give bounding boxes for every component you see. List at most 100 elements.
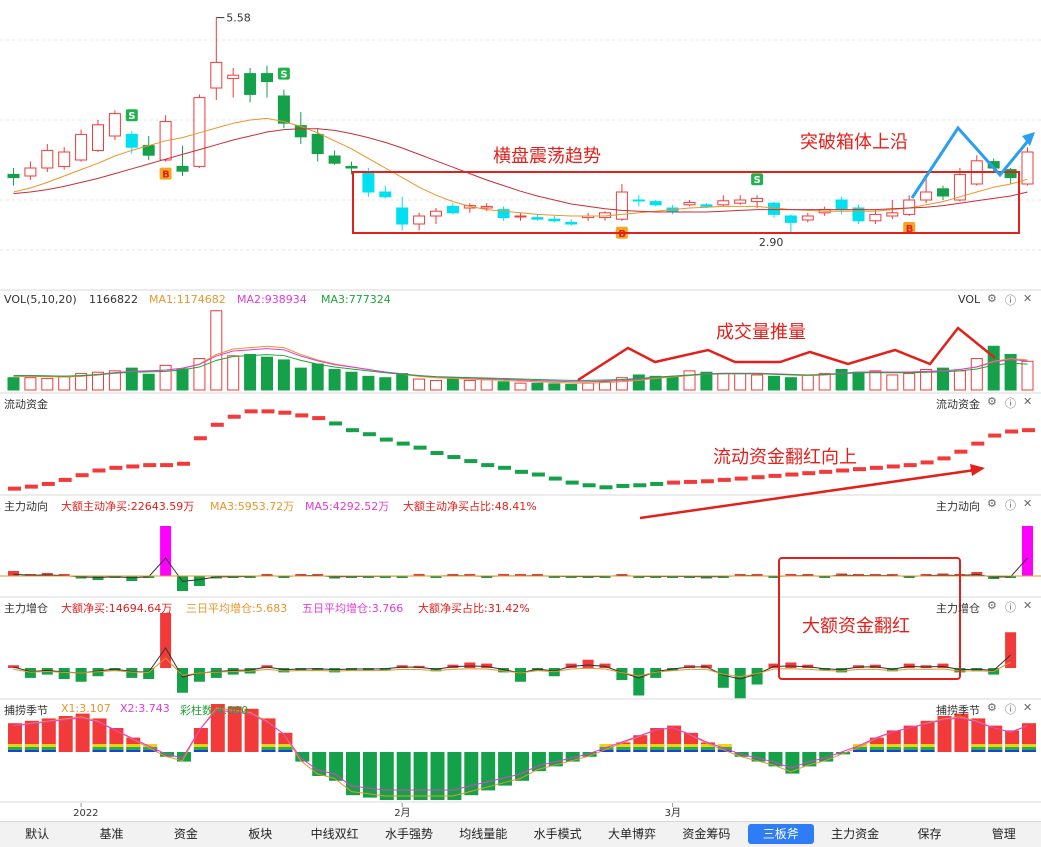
main-add-bar [751,668,763,685]
flow-segment [379,437,393,442]
season-band-blue [616,750,631,752]
season-panel-name: 捕捞季节 [4,704,48,717]
candle-body [41,149,54,169]
volume-bar [970,358,983,391]
main-dir-bar [920,574,932,576]
indicator-tab[interactable]: 主力资金 [831,827,880,841]
candle-body [565,221,578,225]
season-band-yellow [261,744,276,747]
season-bar-down [413,752,428,800]
candle-body [362,172,375,193]
main-add-bar [768,663,780,668]
volume-bar [430,379,442,391]
indicator-tab[interactable]: 均线量能 [459,827,508,841]
season-band-blue [667,750,682,752]
volume-bar [294,367,307,391]
season-bar-up [41,718,56,752]
indicator-tab[interactable]: 保存 [917,827,942,841]
season-band-green [971,747,986,750]
indicator-tab[interactable]: 水手强势 [384,827,433,841]
flow-segment [75,473,89,478]
vol-help-icon[interactable]: ⓘ [1005,294,1016,307]
season-band-yellow [700,744,715,747]
volume-bar [886,374,899,391]
candle-body [261,73,273,83]
season-band-green [193,747,208,750]
flow-settings-icon[interactable]: ⚙ [987,395,997,408]
season-band-blue [988,750,1003,752]
main-add-f3: 五日平均增仓:3.766 [302,602,404,615]
main-add-bar [24,668,36,678]
big-fund-annotation: 大额资金翻红 [802,616,910,637]
main-dir-bar [193,576,205,586]
main-dir-settings-icon[interactable]: ⚙ [987,497,997,510]
candle-body [108,113,121,137]
breakout-annotation: 突破箱体上沿 [800,132,908,153]
high-price-label: 5.58 [226,12,251,25]
vol-settings-icon[interactable]: ⚙ [987,292,997,305]
indicator-tab[interactable]: 默认 [25,827,50,841]
volume-bar [852,371,865,391]
vol-close-icon[interactable]: ✕ [1023,292,1033,305]
indicator-tab[interactable]: 板块 [248,827,273,841]
candle-body [835,199,848,211]
flow-segment [1005,429,1019,434]
main-add-settings-icon[interactable]: ⚙ [987,599,997,612]
main-add-bar [481,663,493,668]
main-add-help-icon[interactable]: ⓘ [1005,601,1016,614]
season-bar-up [227,706,242,752]
main-dir-close-icon[interactable]: ✕ [1023,497,1033,510]
main-dir-bar [447,574,459,576]
indicator-tab[interactable]: 三板斧 [747,824,814,844]
indicator-tab[interactable]: 管理 [991,827,1016,841]
indicator-tab[interactable]: 中线双红 [310,827,359,841]
candle-body [193,97,206,167]
buy-signal-label: B [162,170,170,181]
indicator-tab[interactable]: 大单博弈 [608,827,657,841]
candle-body [717,200,730,206]
flow-segment [109,465,123,470]
candle-body [75,133,88,161]
volume-bar [497,381,510,391]
season-band-yellow [599,744,614,747]
indicator-tab[interactable]: 水手模式 [533,827,582,841]
main-dir-help-icon[interactable]: ⓘ [1005,499,1016,512]
flow-arrow-head [970,464,985,476]
season-band-green [41,747,56,750]
candle-body [852,207,865,222]
volume-bar [58,376,71,391]
season-help-icon[interactable]: ⓘ [1005,703,1016,716]
indicator-tab[interactable]: 资金筹码 [682,827,731,841]
main-add-bar [734,668,746,699]
flow-segment [515,469,528,474]
flow-close-icon[interactable]: ✕ [1023,395,1033,408]
volume-bar [193,358,206,391]
season-band-green [667,747,682,750]
main-dir-bar [785,574,797,576]
season-band-blue [599,750,614,752]
indicator-tab[interactable]: 资金 [173,827,198,841]
flow-segment [498,465,512,470]
main-add-f4: 大额净买占比:31.42% [418,602,530,615]
season-bar-down [481,752,496,791]
season-band-yellow [193,744,208,747]
main-add-close-icon[interactable]: ✕ [1023,599,1033,612]
main-add-bar [498,668,510,673]
flow-segment [599,485,613,490]
season-settings-icon[interactable]: ⚙ [987,701,997,714]
sell-signal-label: S [280,70,287,81]
season-bar-down [785,752,800,774]
season-f1: X1:3.107 [61,702,111,715]
candle-body [1004,169,1017,179]
sell-signal-label: S [754,175,761,186]
season-close-icon[interactable]: ✕ [1023,701,1033,714]
volume-bar [261,356,273,391]
flow-help-icon[interactable]: ⓘ [1005,397,1016,410]
indicator-tab[interactable]: 基准 [99,827,124,841]
x-axis-label-2: 3月 [665,807,681,819]
flow-segment [836,468,850,473]
season-band-blue [869,750,884,752]
season-band-yellow [886,744,901,747]
vol-value: 1166822 [89,293,138,306]
candle-body [311,133,324,155]
